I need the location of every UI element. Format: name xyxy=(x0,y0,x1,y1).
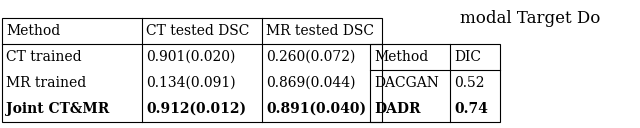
Text: CT trained: CT trained xyxy=(6,50,82,64)
Text: 0.52: 0.52 xyxy=(454,76,484,90)
Text: 0.912(0.012): 0.912(0.012) xyxy=(146,102,246,116)
Text: 0.74: 0.74 xyxy=(454,102,488,116)
Text: Joint CT&MR: Joint CT&MR xyxy=(6,102,109,116)
Text: 0.869(0.044): 0.869(0.044) xyxy=(266,76,355,90)
Text: 0.134(0.091): 0.134(0.091) xyxy=(146,76,236,90)
Text: 0.901(0.020): 0.901(0.020) xyxy=(146,50,236,64)
Text: modal Target Do: modal Target Do xyxy=(460,10,600,27)
Bar xyxy=(2,18,382,122)
Text: Method: Method xyxy=(374,50,428,64)
Text: DIC: DIC xyxy=(454,50,481,64)
Text: 0.891(0.040): 0.891(0.040) xyxy=(266,102,366,116)
Text: Method: Method xyxy=(6,24,60,38)
Text: MR tested DSC: MR tested DSC xyxy=(266,24,374,38)
Bar xyxy=(370,44,500,122)
Text: 0.260(0.072): 0.260(0.072) xyxy=(266,50,355,64)
Text: DACGAN: DACGAN xyxy=(374,76,439,90)
Text: CT tested DSC: CT tested DSC xyxy=(146,24,250,38)
Text: MR trained: MR trained xyxy=(6,76,86,90)
Text: DADR: DADR xyxy=(374,102,420,116)
